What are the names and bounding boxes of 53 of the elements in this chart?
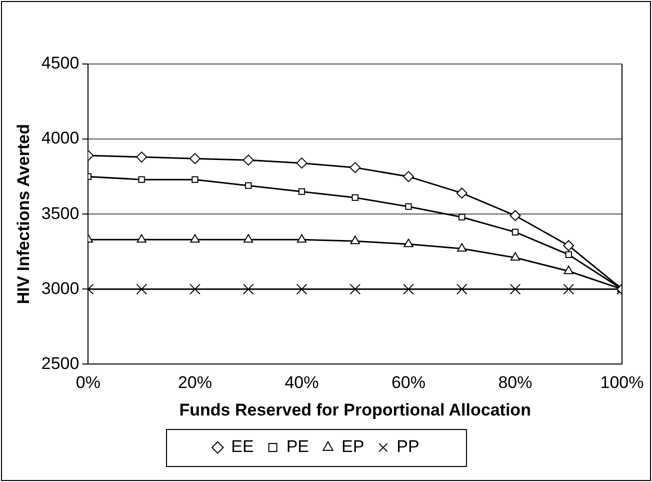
y-tick-label: 4500 — [41, 54, 80, 73]
y-axis-title: HIV Infections Averted — [14, 124, 33, 304]
point — [456, 284, 468, 295]
y-tick-label: 4000 — [41, 128, 80, 148]
point — [296, 158, 308, 169]
point — [350, 284, 361, 295]
point — [350, 236, 360, 244]
legend-label: PE — [286, 437, 310, 456]
point — [189, 153, 200, 164]
x-tick-label: 100% — [600, 373, 644, 392]
x-tick-label: 40% — [284, 373, 319, 392]
x-tick-label: 80% — [498, 373, 532, 392]
point — [296, 284, 308, 295]
point — [563, 240, 574, 252]
point — [512, 228, 519, 236]
point — [352, 194, 358, 201]
point — [192, 176, 198, 183]
point — [298, 188, 306, 195]
legend-label: EP — [342, 437, 364, 456]
point — [296, 234, 307, 243]
point — [458, 214, 466, 220]
point — [510, 210, 521, 222]
point — [457, 243, 467, 252]
x-axis-title: Funds Reserved for Proportional Allocation — [179, 400, 531, 420]
point — [136, 284, 148, 295]
point — [456, 188, 468, 199]
x-tick-label: 0% — [76, 373, 101, 392]
point — [402, 171, 414, 182]
y-tick-label: 3500 — [41, 204, 80, 223]
point — [510, 284, 521, 295]
point — [510, 252, 520, 261]
point — [190, 284, 200, 295]
point — [242, 284, 254, 295]
point — [404, 238, 414, 248]
x-tick-label: 20% — [178, 373, 212, 392]
point — [244, 234, 254, 243]
point — [564, 266, 574, 274]
y-tick-label: 2500 — [41, 354, 80, 373]
legend-label: EE — [231, 437, 254, 456]
point — [190, 234, 200, 243]
point — [403, 284, 414, 295]
point — [350, 162, 361, 174]
point — [563, 284, 574, 295]
point — [245, 182, 252, 189]
point — [136, 152, 148, 163]
legend-label: PP — [396, 437, 420, 456]
x-tick-label: 60% — [391, 373, 426, 392]
point — [136, 234, 146, 243]
point — [138, 176, 145, 183]
point — [242, 154, 254, 166]
point — [405, 203, 412, 210]
point — [565, 251, 572, 258]
y-tick-label: 3000 — [41, 278, 80, 298]
